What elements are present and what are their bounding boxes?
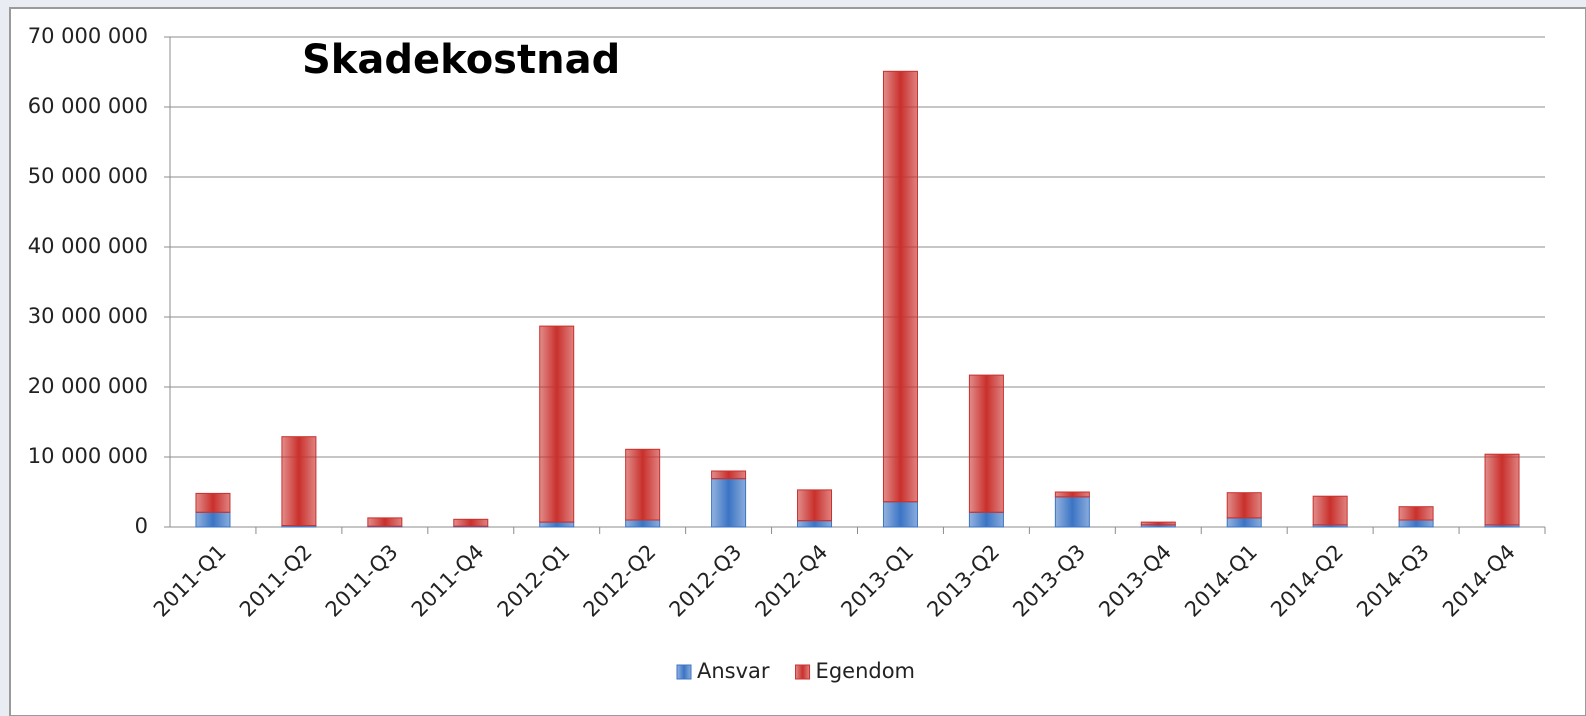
y-tick-label: 60 000 000 — [28, 94, 148, 118]
bar-segment — [797, 489, 833, 522]
bar-segment — [625, 519, 661, 528]
legend-swatch — [795, 664, 811, 680]
bar-segment — [195, 511, 231, 528]
y-tick-label: 20 000 000 — [28, 374, 148, 398]
chart-title: Skadekostnad — [302, 37, 620, 83]
bar-segment — [1054, 496, 1090, 528]
y-tick-label: 70 000 000 — [28, 24, 148, 48]
bar-segment — [1226, 517, 1262, 528]
bar-segment — [539, 325, 575, 523]
bar-segment — [1312, 495, 1348, 526]
y-tick-label: 10 000 000 — [28, 444, 148, 468]
y-tick-label: 40 000 000 — [28, 234, 148, 258]
bar-segment — [1398, 506, 1434, 521]
y-tick-label: 50 000 000 — [28, 164, 148, 188]
legend-label: Ansvar — [697, 659, 770, 683]
chart-frame — [9, 7, 1586, 716]
bar-segment — [625, 448, 661, 521]
bar-segment — [1054, 491, 1090, 498]
bar-segment — [195, 492, 231, 513]
bar-segment — [968, 511, 1004, 528]
bar-segment — [1398, 519, 1434, 528]
legend-swatch — [676, 664, 692, 680]
bar-segment — [797, 520, 833, 528]
legend-label: Egendom — [816, 659, 915, 683]
bar-segment — [711, 470, 747, 480]
y-tick-label: 30 000 000 — [28, 304, 148, 328]
bar-segment — [711, 478, 747, 528]
bar-segment — [281, 436, 317, 527]
bar-segment — [1226, 492, 1262, 519]
bar-segment — [882, 501, 918, 528]
bar-segment — [968, 374, 1004, 513]
bar-segment — [453, 518, 489, 527]
bar-segment — [1484, 453, 1520, 526]
bar-segment — [539, 521, 575, 528]
bar-segment — [367, 517, 403, 527]
y-tick-label: 0 — [135, 514, 148, 538]
bar-segment — [1140, 521, 1176, 526]
bar-segment — [882, 70, 918, 503]
